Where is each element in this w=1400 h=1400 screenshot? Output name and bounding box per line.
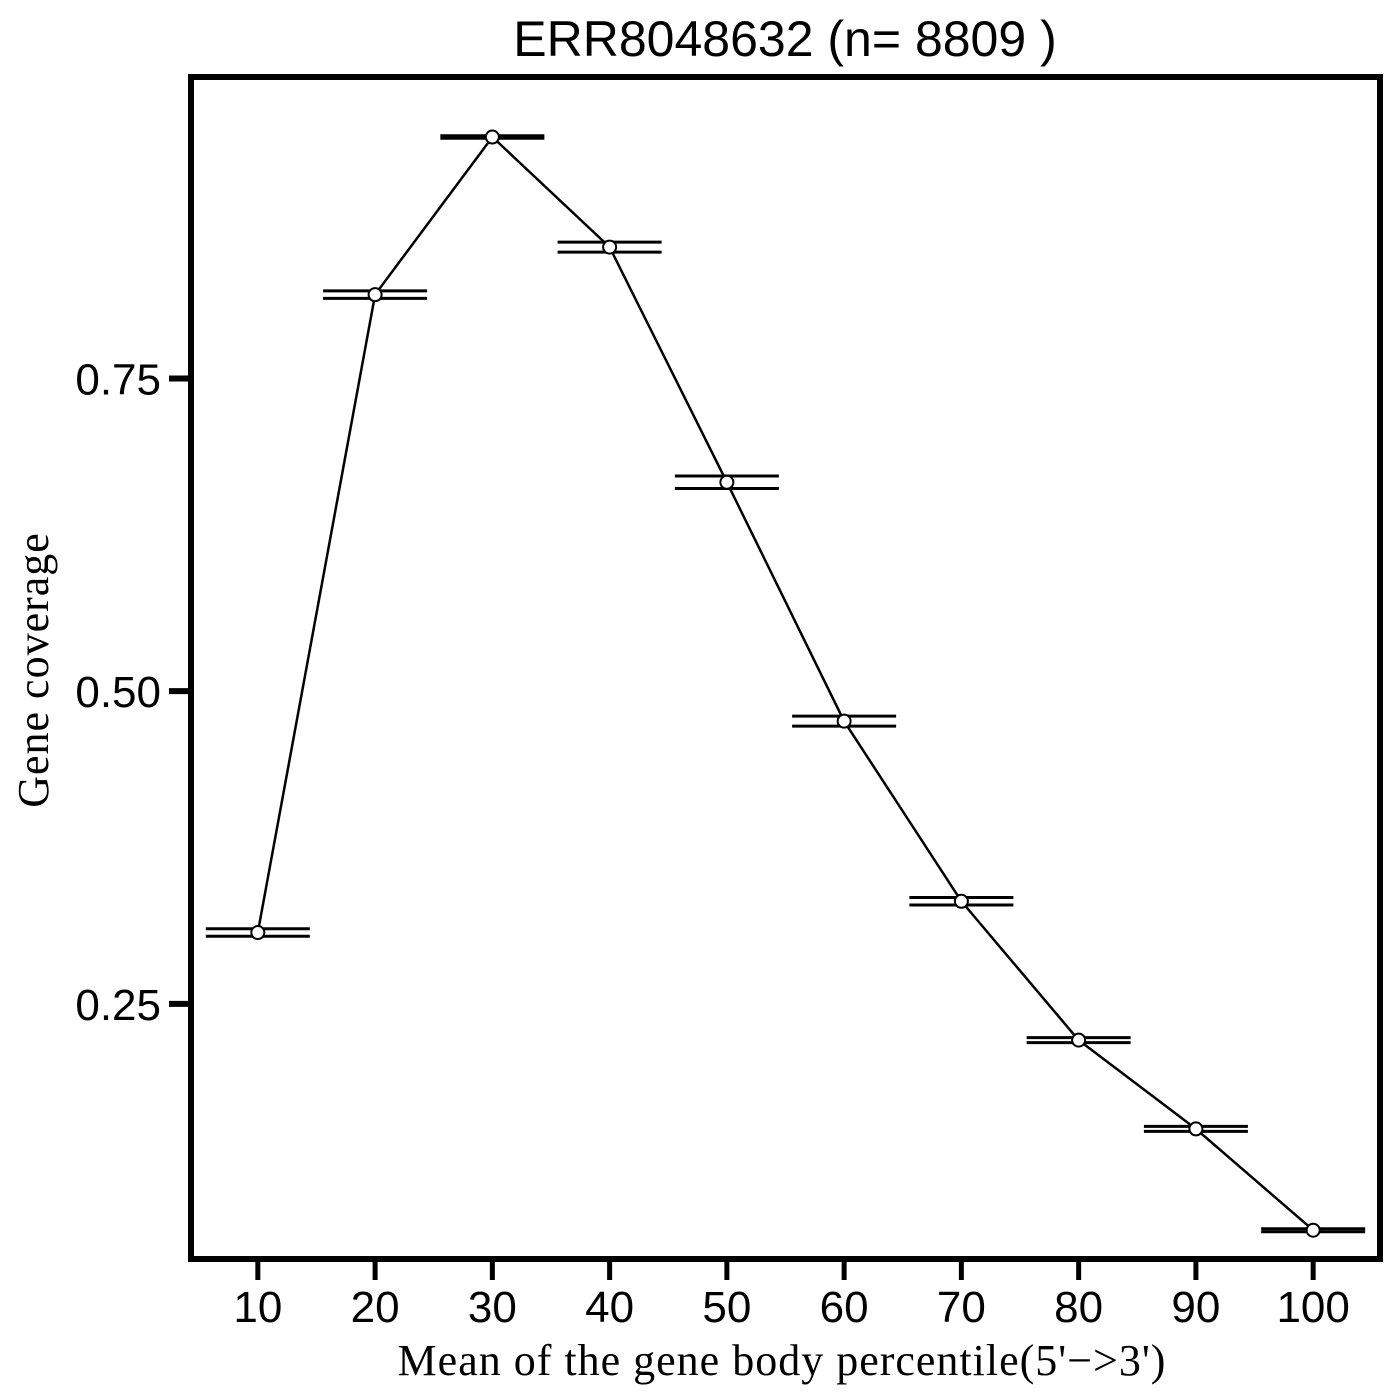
series-line-group [256,135,1315,1232]
data-point [953,893,969,909]
data-point [1071,1032,1087,1048]
data-point [367,287,383,303]
x-axis: 10 20 30 40 50 60 70 80 90 100 [233,1259,1350,1332]
y-axis-label: Gene coverage [9,532,58,808]
x-tick-label: 20 [351,1283,400,1332]
x-tick-label: 40 [585,1283,634,1332]
plot-frame [188,74,1383,1262]
chart-title: ERR8048632 (n= 8809 ) [513,11,1056,67]
x-tick-label: 90 [1171,1283,1220,1332]
x-axis-label: Mean of the gene body percentile(5'−>3') [398,1336,1167,1385]
x-tick-label: 100 [1276,1283,1349,1332]
series-line [256,135,1315,1232]
x-tick-label: 80 [1054,1283,1103,1332]
x-tick-label: 50 [702,1283,751,1332]
y-tick-label: 0.50 [75,668,161,717]
data-point [836,713,852,729]
data-point [602,239,618,255]
data-point [1188,1121,1204,1137]
y-tick-label: 0.75 [75,355,161,404]
data-point [250,925,266,941]
x-tick-label: 10 [233,1283,282,1332]
data-point [484,129,500,145]
data-point [719,474,735,490]
y-tick-label: 0.25 [75,981,161,1030]
x-tick-label: 60 [820,1283,869,1332]
x-tick-label: 30 [468,1283,517,1332]
y-axis: 0.25 0.50 0.75 [75,355,191,1030]
data-points [250,129,1321,1238]
x-tick-label: 70 [937,1283,986,1332]
data-point [1305,1222,1321,1238]
